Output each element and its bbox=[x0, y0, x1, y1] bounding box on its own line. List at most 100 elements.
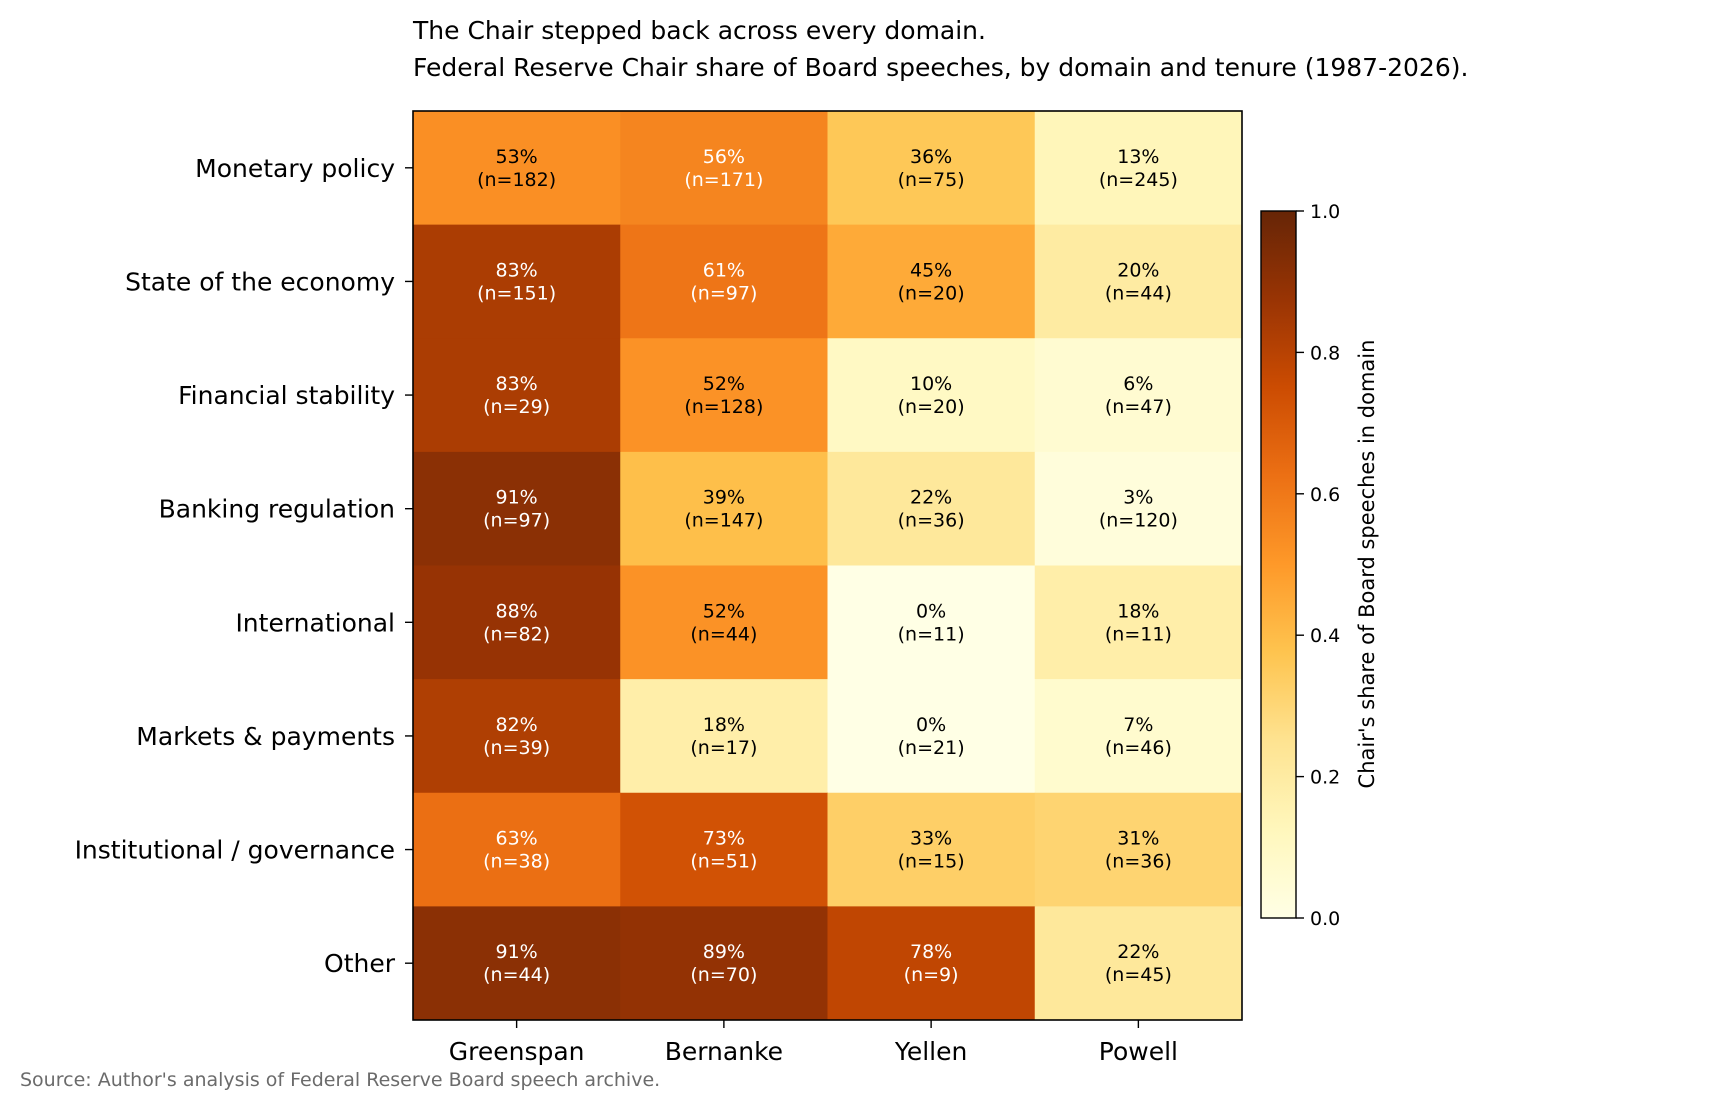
cell-percent-label: 52% bbox=[703, 373, 745, 395]
cell-percent-label: 45% bbox=[910, 259, 952, 281]
heatmap-cell bbox=[620, 451, 828, 566]
cell-count-label: (n=151) bbox=[477, 282, 556, 304]
column-label: Bernanke bbox=[665, 1037, 783, 1066]
chart-subtitle: Federal Reserve Chair share of Board spe… bbox=[413, 53, 1468, 82]
cell-percent-label: 39% bbox=[703, 487, 745, 509]
row-label: International bbox=[235, 608, 395, 637]
cell-count-label: (n=47) bbox=[1105, 396, 1172, 418]
heatmap-cell bbox=[827, 224, 1036, 339]
cell-percent-label: 53% bbox=[496, 146, 538, 168]
row-label: Institutional / governance bbox=[75, 836, 395, 865]
heatmap-cell bbox=[620, 338, 828, 453]
cell-count-label: (n=38) bbox=[483, 851, 550, 873]
heatmap-cell bbox=[1034, 792, 1243, 907]
cell-count-label: (n=36) bbox=[1105, 851, 1172, 873]
row-label: State of the economy bbox=[125, 267, 395, 296]
cell-count-label: (n=36) bbox=[898, 510, 965, 532]
cell-percent-label: 91% bbox=[496, 941, 538, 963]
cell-percent-label: 91% bbox=[496, 487, 538, 509]
cell-count-label: (n=44) bbox=[483, 964, 550, 986]
cell-percent-label: 52% bbox=[703, 600, 745, 622]
heatmap-cell bbox=[620, 906, 828, 1021]
heatmap-cell bbox=[620, 224, 828, 339]
column-label: Greenspan bbox=[449, 1037, 585, 1066]
cell-percent-label: 83% bbox=[496, 373, 538, 395]
heatmap-cell bbox=[413, 224, 621, 339]
heatmap-frame bbox=[412, 110, 1243, 1021]
heatmap-cell bbox=[827, 338, 1036, 453]
cell-percent-label: 82% bbox=[496, 714, 538, 736]
heatmap-cell bbox=[827, 679, 1036, 794]
cell-percent-label: 20% bbox=[1117, 259, 1159, 281]
heatmap-cell bbox=[827, 792, 1036, 907]
heatmap-cell bbox=[1034, 906, 1243, 1021]
cell-count-label: (n=75) bbox=[898, 169, 965, 191]
heatmap-cell bbox=[1034, 679, 1243, 794]
row-label: Financial stability bbox=[178, 381, 395, 410]
cell-count-label: (n=45) bbox=[1105, 964, 1172, 986]
cell-count-label: (n=20) bbox=[898, 282, 965, 304]
heatmap-cell-labels: 53%(n=182) 56%(n=171) 36%(n=75) 13%(n=245) 8… bbox=[477, 146, 1178, 986]
cell-count-label: (n=46) bbox=[1105, 737, 1172, 759]
cell-percent-label: 6% bbox=[1123, 373, 1153, 395]
cell-count-label: (n=51) bbox=[690, 851, 757, 873]
cell-percent-label: 89% bbox=[703, 941, 745, 963]
heatmap-cell bbox=[1034, 565, 1243, 680]
cell-percent-label: 22% bbox=[1117, 941, 1159, 963]
colorbar-tick-label: 1.0 bbox=[1310, 201, 1340, 223]
cell-count-label: (n=11) bbox=[898, 623, 965, 645]
cell-count-label: (n=128) bbox=[684, 396, 763, 418]
cell-percent-label: 3% bbox=[1123, 487, 1153, 509]
heatmap-cell bbox=[1034, 338, 1243, 453]
cell-count-label: (n=120) bbox=[1099, 510, 1178, 532]
cell-count-label: (n=44) bbox=[690, 623, 757, 645]
colorbar-ticks: 0.0 0.2 0.4 0.6 0.8 1.0 bbox=[1296, 201, 1340, 930]
source-note: Source: Author's analysis of Federal Res… bbox=[20, 1069, 660, 1091]
cell-count-label: (n=17) bbox=[690, 737, 757, 759]
column-label: Powell bbox=[1099, 1037, 1178, 1066]
heatmap-cell bbox=[827, 451, 1036, 566]
cell-count-label: (n=97) bbox=[690, 282, 757, 304]
colorbar bbox=[1260, 210, 1297, 919]
cell-percent-label: 18% bbox=[1117, 600, 1159, 622]
cell-percent-label: 0% bbox=[916, 714, 946, 736]
row-label: Banking regulation bbox=[159, 495, 395, 524]
cell-count-label: (n=97) bbox=[483, 510, 550, 532]
heatmap-cell bbox=[827, 906, 1036, 1021]
cell-percent-label: 36% bbox=[910, 146, 952, 168]
cell-count-label: (n=21) bbox=[898, 737, 965, 759]
row-label: Other bbox=[324, 949, 396, 978]
cell-percent-label: 31% bbox=[1117, 828, 1159, 850]
cell-count-label: (n=11) bbox=[1105, 623, 1172, 645]
cell-count-label: (n=82) bbox=[483, 623, 550, 645]
column-label: Yellen bbox=[894, 1037, 967, 1066]
colorbar-tick-label: 0.2 bbox=[1310, 767, 1340, 789]
cell-percent-label: 61% bbox=[703, 259, 745, 281]
heatmap-cell bbox=[413, 792, 621, 907]
cell-percent-label: 63% bbox=[496, 828, 538, 850]
cell-percent-label: 33% bbox=[910, 828, 952, 850]
cell-percent-label: 10% bbox=[910, 373, 952, 395]
cell-percent-label: 83% bbox=[496, 259, 538, 281]
cell-count-label: (n=171) bbox=[684, 169, 763, 191]
heatmap-cell bbox=[413, 111, 621, 226]
cell-count-label: (n=44) bbox=[1105, 282, 1172, 304]
heatmap-cell bbox=[413, 565, 621, 680]
heatmap-cells bbox=[413, 111, 1243, 1021]
colorbar-tick-label: 0.0 bbox=[1310, 908, 1340, 930]
cell-percent-label: 56% bbox=[703, 146, 745, 168]
colorbar-tick-label: 0.6 bbox=[1310, 484, 1340, 506]
cell-count-label: (n=245) bbox=[1099, 169, 1178, 191]
column-labels: Greenspan Bernanke Yellen Powell bbox=[449, 1020, 1178, 1066]
colorbar-tick-label: 0.4 bbox=[1310, 625, 1340, 647]
cell-percent-label: 88% bbox=[496, 600, 538, 622]
cell-count-label: (n=15) bbox=[898, 851, 965, 873]
cell-percent-label: 73% bbox=[703, 828, 745, 850]
cell-percent-label: 7% bbox=[1123, 714, 1153, 736]
heatmap-cell bbox=[1034, 451, 1243, 566]
cell-percent-label: 0% bbox=[916, 600, 946, 622]
heatmap-cell bbox=[413, 338, 621, 453]
heatmap-cell bbox=[620, 565, 828, 680]
cell-count-label: (n=182) bbox=[477, 169, 556, 191]
